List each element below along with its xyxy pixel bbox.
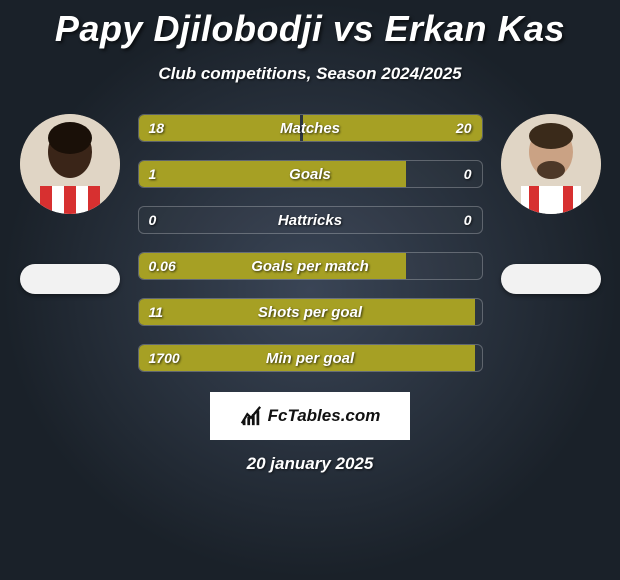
player-left-column	[20, 114, 120, 294]
subtitle: Club competitions, Season 2024/2025	[0, 64, 620, 84]
comparison-area: 18Matches201Goals00Hattricks00.06Goals p…	[0, 114, 620, 372]
footer-date: 20 january 2025	[0, 454, 620, 474]
logo-text: FcTables.com	[268, 406, 381, 426]
stat-row: 0.06Goals per match	[138, 252, 483, 280]
player-right-column	[501, 114, 601, 294]
stat-row: 1Goals0	[138, 160, 483, 188]
stat-label: Shots per goal	[139, 299, 482, 325]
player-right-avatar	[501, 114, 601, 214]
stat-bars: 18Matches201Goals00Hattricks00.06Goals p…	[138, 114, 483, 372]
stat-value-right: 0	[464, 207, 472, 233]
stat-row: 0Hattricks0	[138, 206, 483, 234]
stat-label: Goals	[139, 161, 482, 187]
stat-label: Hattricks	[139, 207, 482, 233]
player-right-flag	[501, 264, 601, 294]
stat-row: 18Matches20	[138, 114, 483, 142]
stat-label: Min per goal	[139, 345, 482, 371]
page-title: Papy Djilobodji vs Erkan Kas	[0, 0, 620, 50]
chart-icon	[240, 405, 262, 427]
stat-label: Goals per match	[139, 253, 482, 279]
stat-label: Matches	[139, 115, 482, 141]
stat-row: 1700Min per goal	[138, 344, 483, 372]
player-left-avatar	[20, 114, 120, 214]
stat-row: 11Shots per goal	[138, 298, 483, 326]
stat-value-right: 0	[464, 161, 472, 187]
player-left-flag	[20, 264, 120, 294]
stat-value-right: 20	[456, 115, 472, 141]
fctables-logo: FcTables.com	[210, 392, 410, 440]
